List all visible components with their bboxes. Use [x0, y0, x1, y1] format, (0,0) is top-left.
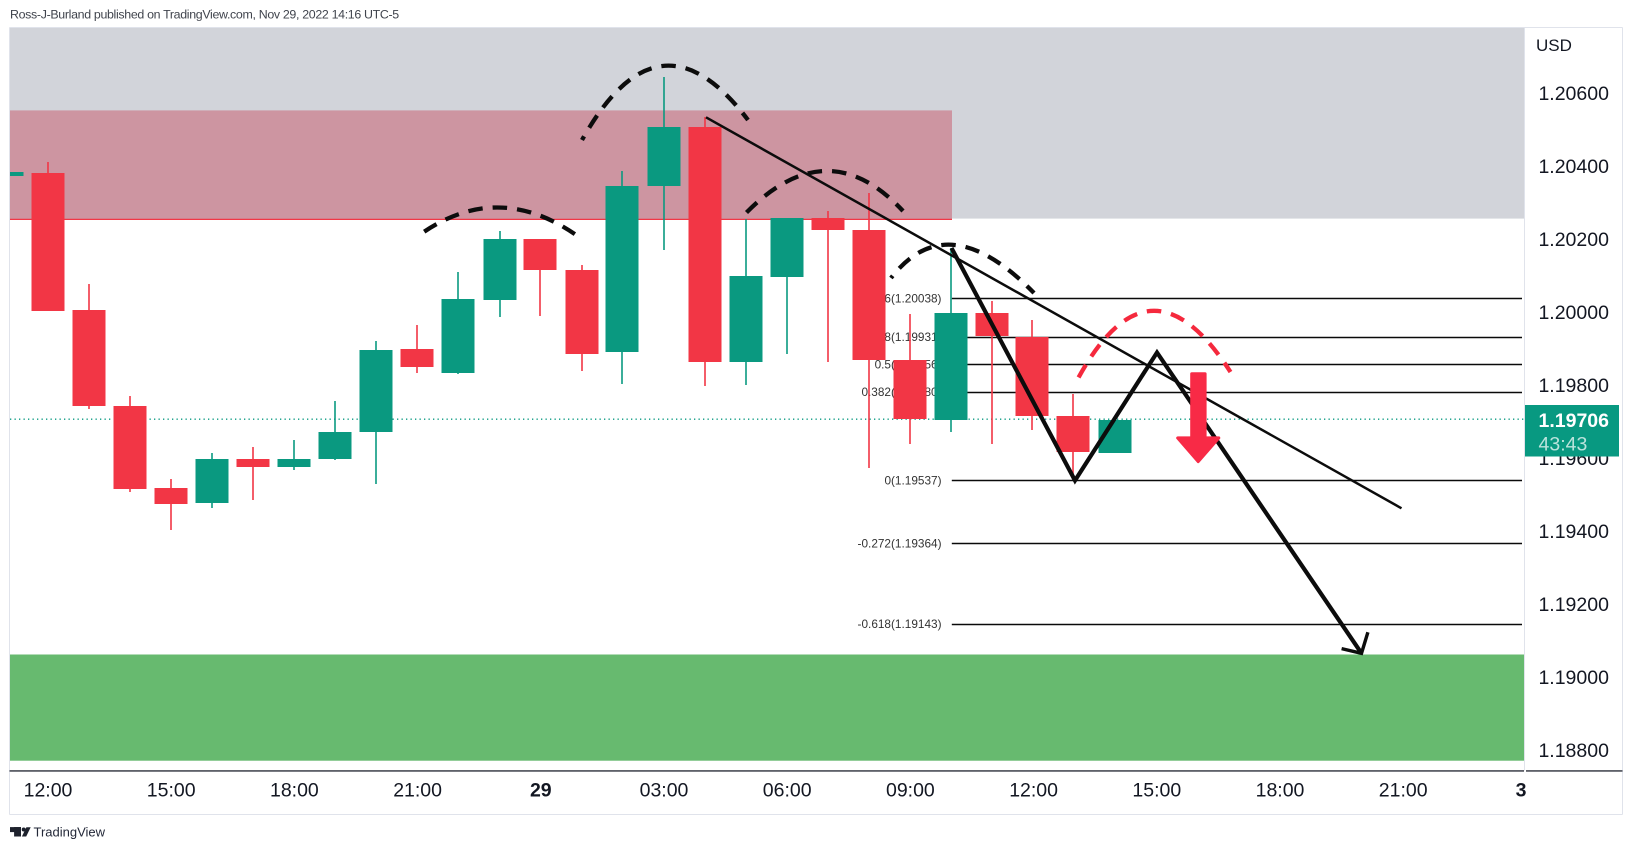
svg-text:09:00: 09:00 — [886, 779, 935, 801]
svg-text:1.19400: 1.19400 — [1538, 521, 1609, 543]
svg-text:1.19000: 1.19000 — [1538, 667, 1609, 689]
svg-text:15:00: 15:00 — [1132, 779, 1181, 801]
svg-text:1.19200: 1.19200 — [1538, 594, 1609, 616]
svg-text:-0.272(1.19364): -0.272(1.19364) — [858, 536, 942, 550]
svg-text:21:00: 21:00 — [393, 779, 442, 801]
svg-text:1.19706: 1.19706 — [1539, 410, 1610, 432]
svg-text:15:00: 15:00 — [147, 779, 196, 801]
svg-text:1.18800: 1.18800 — [1538, 740, 1609, 762]
svg-text:3: 3 — [1516, 779, 1527, 801]
svg-text:03:00: 03:00 — [640, 779, 689, 801]
svg-text:12:00: 12:00 — [24, 779, 73, 801]
svg-text:-0.618(1.19143): -0.618(1.19143) — [858, 617, 942, 631]
svg-text:06:00: 06:00 — [763, 779, 812, 801]
svg-text:1.20200: 1.20200 — [1538, 229, 1609, 251]
svg-text:Ross-J-Burland published on Tr: Ross-J-Burland published on TradingView.… — [10, 7, 399, 21]
svg-text:18:00: 18:00 — [270, 779, 319, 801]
svg-text:0(1.19537): 0(1.19537) — [884, 474, 941, 488]
svg-text:12:00: 12:00 — [1009, 779, 1058, 801]
svg-text:18:00: 18:00 — [1256, 779, 1305, 801]
svg-text:1.20000: 1.20000 — [1538, 302, 1609, 324]
svg-text:1.20400: 1.20400 — [1538, 156, 1609, 178]
svg-text:1.20600: 1.20600 — [1538, 83, 1609, 105]
svg-text:43:43: 43:43 — [1539, 434, 1588, 456]
svg-text:USD: USD — [1536, 36, 1572, 55]
svg-text:1.19800: 1.19800 — [1538, 375, 1609, 397]
svg-text:TradingView: TradingView — [34, 825, 106, 840]
svg-text:29: 29 — [530, 779, 552, 801]
svg-text:21:00: 21:00 — [1379, 779, 1428, 801]
